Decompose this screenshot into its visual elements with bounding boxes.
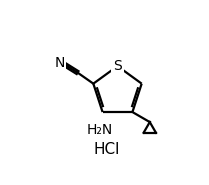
Text: H₂N: H₂N — [86, 123, 113, 137]
Text: HCl: HCl — [94, 142, 120, 157]
Text: N: N — [54, 56, 65, 70]
Text: S: S — [113, 59, 122, 73]
